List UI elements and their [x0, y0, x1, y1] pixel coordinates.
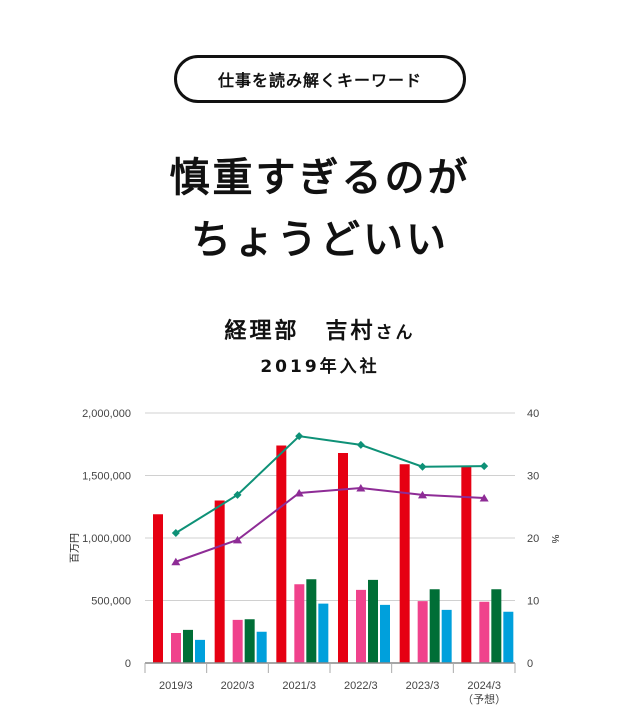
bar-series_blue [441, 609, 452, 663]
gridlines [145, 412, 515, 601]
bar-series_green [491, 589, 502, 663]
line-line_teal [175, 435, 485, 534]
y-tick-right: 30 [527, 471, 539, 483]
diamond-marker [233, 490, 242, 499]
x-tick-label: 2023/3 [406, 680, 440, 692]
bar-series_blue [380, 604, 390, 663]
x-tick-label: 2021/3 [282, 680, 316, 692]
bar-series_green [368, 579, 378, 663]
x-tick-label: 2019/3 [159, 680, 193, 692]
y-tick-left: 2,000,000 [82, 408, 131, 420]
triangle-marker [294, 489, 304, 497]
bar-series_pink [356, 589, 366, 663]
joined-year: 2019年入社 [260, 357, 380, 377]
page-title-line2: ちょうどいい [191, 217, 449, 263]
bar-series_pink [294, 584, 305, 663]
triangle-marker [479, 494, 489, 502]
diamond-marker [418, 462, 427, 471]
bar-series_green [183, 629, 193, 663]
bar-series_red [399, 464, 410, 663]
bar-series_pink [479, 601, 490, 663]
bar-series_blue [256, 631, 267, 663]
y-tick-right: 20 [527, 533, 539, 545]
bar-series_red [461, 466, 472, 663]
honorific: さん [375, 323, 416, 343]
line-line_purple [175, 486, 485, 563]
bar-series_red [153, 514, 163, 663]
bar-series_red [338, 453, 348, 663]
x-tick-label: 2022/3 [344, 680, 378, 692]
bar-series_green [306, 579, 317, 663]
bar-series_blue [195, 639, 205, 663]
bar-series_red [214, 500, 225, 663]
person-name: 吉村 [325, 319, 376, 344]
y-tick-right: 40 [527, 408, 539, 420]
keyword-badge: 仕事を読み解くキーワード [174, 55, 466, 103]
bar-series_blue [503, 611, 514, 663]
y-axis-label-right: % [549, 535, 560, 544]
department: 経理部 [224, 319, 300, 344]
triangle-marker [418, 490, 427, 499]
diamond-marker [295, 432, 304, 441]
x-tick-label: 2020/3 [221, 680, 255, 692]
y-tick-left: 500,000 [91, 596, 131, 608]
y-tick-left: 1,000,000 [82, 533, 131, 545]
y-axis-label-left: 百万円 [69, 533, 81, 563]
bar-series_red [276, 445, 287, 663]
bar-series_green [429, 589, 440, 663]
bar-series [153, 445, 514, 663]
bar-series_blue [318, 603, 329, 663]
y-tick-right: 10 [527, 596, 539, 608]
bar-series_pink [171, 633, 181, 663]
diamond-marker [480, 462, 489, 471]
x-tick-sublabel: （予想） [462, 692, 506, 706]
x-tick-label: 2024/3 [467, 680, 501, 692]
y-tick-right: 0 [527, 658, 533, 670]
triangle-marker [171, 557, 181, 566]
page-title-line1: 慎重すぎるのが [169, 155, 471, 201]
axes: 0 0 500,000 10 1,000,000 20 1,500,000 30 2,000,0… [69, 408, 560, 706]
person-info: 経理部 吉村さん [0, 313, 640, 345]
y-tick-left: 1,500,000 [82, 471, 131, 483]
bar-series_pink [232, 619, 243, 663]
diamond-marker [356, 440, 365, 449]
y-tick-left: 0 [125, 658, 131, 670]
bar-series_pink [417, 601, 428, 663]
triangle-marker [356, 484, 366, 492]
triangle-marker [233, 535, 242, 544]
bar-series_green [244, 619, 255, 663]
line-series [171, 432, 489, 566]
diamond-marker [171, 529, 180, 537]
